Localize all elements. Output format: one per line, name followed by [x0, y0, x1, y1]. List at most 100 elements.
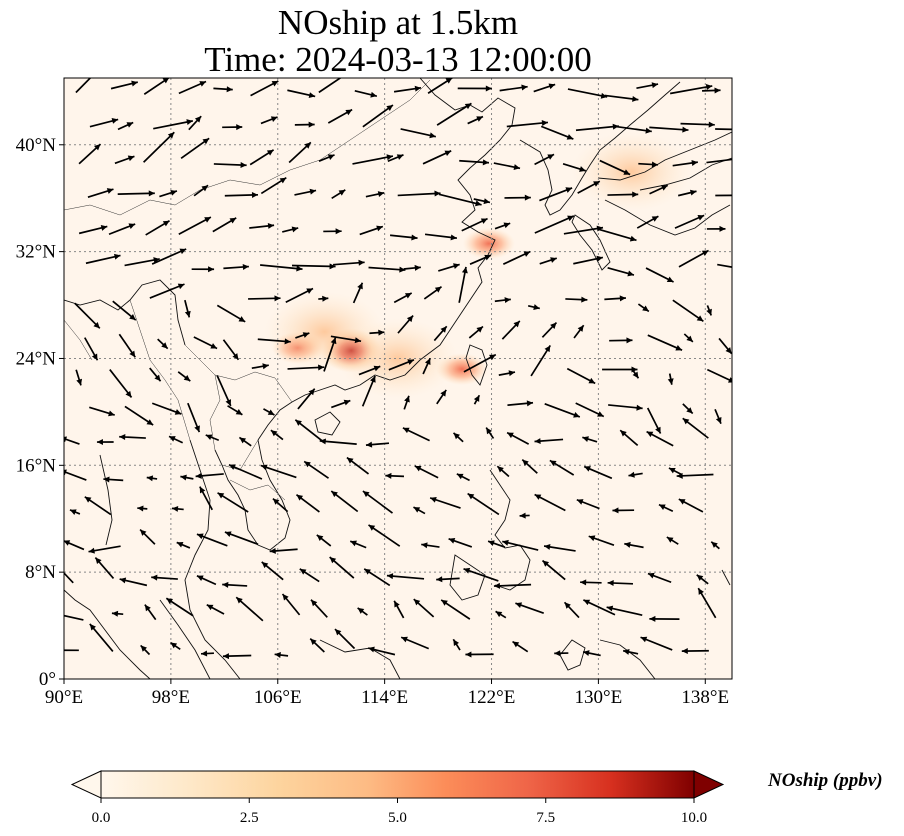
- wind-arrow-shaft: [362, 104, 394, 128]
- gridlines: [64, 78, 732, 679]
- wind-arrow-head: [711, 541, 718, 548]
- wind-arrow-head: [686, 335, 693, 342]
- wind-arrow-head: [632, 191, 639, 198]
- wind-arrow-shaft: [149, 283, 185, 299]
- wind-arrow-head: [645, 127, 652, 134]
- wind-arrow-shaft: [294, 419, 325, 443]
- wind-arrow-head: [232, 353, 239, 360]
- wind-arrow-head: [338, 189, 346, 196]
- wind-arrow-head: [597, 411, 604, 417]
- wind-arrow-shaft: [260, 464, 297, 479]
- wind-arrow-shaft: [467, 492, 500, 516]
- wind-arrow-head: [606, 605, 614, 612]
- wind-arrow-head: [161, 342, 168, 349]
- wind-arrow-head: [624, 541, 631, 548]
- wind-arrow-head: [52, 611, 59, 617]
- colorbar-tick-label: 10.0: [681, 810, 707, 826]
- wind-arrow-head: [308, 92, 316, 99]
- wind-arrow-head: [489, 354, 496, 361]
- wind-arrow-head: [642, 305, 649, 312]
- lon-tick-label: 130°E: [575, 687, 623, 708]
- wind-arrow-head: [414, 85, 422, 92]
- wind-arrow-head: [681, 648, 688, 655]
- wind-arrow-head: [343, 399, 351, 406]
- wind-arrow-head: [226, 86, 233, 93]
- wind-arrow-head: [167, 132, 175, 139]
- wind-arrow-head: [485, 85, 492, 92]
- wind-arrow-head: [588, 377, 596, 384]
- wind-arrow-head: [577, 325, 584, 332]
- wind-arrow-head: [486, 427, 493, 435]
- wind-arrow-head: [647, 572, 655, 579]
- wind-arrow-head: [267, 409, 275, 415]
- wind-arrow-head: [262, 363, 269, 370]
- wind-arrow-head: [274, 652, 281, 658]
- wind-arrow-head: [129, 313, 136, 321]
- wind-arrow-head: [404, 293, 412, 299]
- wind-arrow-head: [579, 166, 586, 172]
- wind-arrow-head: [483, 198, 490, 205]
- wind-arrow-head: [199, 486, 206, 494]
- wind-arrow-head: [612, 507, 619, 514]
- colorbar-tick-label: 7.5: [536, 810, 555, 826]
- wind-arrow-head: [267, 222, 275, 229]
- wind-arrow-head: [64, 540, 71, 546]
- wind-arrow-head: [64, 469, 67, 476]
- wind-arrow-head: [544, 543, 551, 550]
- wind-arrow-head: [596, 255, 603, 262]
- wind-arrow-head: [146, 419, 154, 426]
- wind-arrow-head: [364, 568, 371, 575]
- wind-arrow-shaft: [352, 155, 394, 165]
- wind-arrow-head: [222, 653, 230, 660]
- wind-arrow-head: [113, 253, 121, 260]
- wind-arrow-head: [373, 365, 381, 372]
- wind-arrow-head: [84, 496, 92, 503]
- wind-arrow-head: [522, 459, 529, 466]
- wind-arrow-head: [204, 217, 211, 223]
- lon-tick-label: 114°E: [361, 687, 408, 708]
- lon-tick-label: 106°E: [254, 687, 302, 708]
- wind-arrow-head: [225, 399, 232, 406]
- wind-arrow-shaft: [287, 366, 325, 370]
- wind-arrow-head: [199, 81, 207, 87]
- wind-arrow-head: [201, 185, 209, 192]
- wind-arrow-shaft: [397, 192, 441, 197]
- wind-arrow-shaft: [715, 128, 732, 131]
- wind-arrow-head: [504, 297, 511, 304]
- wind-arrow-head: [69, 509, 77, 515]
- wind-arrow-head: [632, 371, 639, 379]
- wind-arrow-head: [206, 604, 214, 611]
- wind-arrow-head: [696, 574, 704, 581]
- wind-arrow-head: [270, 116, 278, 122]
- wind-arrow-shaft: [368, 266, 406, 271]
- wind-arrow-head: [725, 347, 732, 354]
- wind-arrow-shaft: [217, 492, 249, 513]
- wind-arrow-shaft: [502, 540, 539, 551]
- colorbar-extend-high: [693, 770, 725, 799]
- wind-arrow-head: [304, 461, 311, 468]
- wind-arrow-head: [201, 650, 208, 657]
- wind-arrow-head: [386, 105, 393, 111]
- wind-arrow-head: [170, 189, 177, 196]
- wind-arrow-shaft: [75, 78, 92, 94]
- title-line-2: Time: 2024-03-13 12:00:00: [204, 40, 592, 79]
- wind-arrow-head: [370, 91, 377, 98]
- wind-arrow-head: [705, 84, 713, 90]
- wind-arrow-head: [464, 103, 472, 110]
- wind-arrow-head: [194, 116, 202, 123]
- wind-arrow-head: [676, 472, 683, 479]
- wind-arrow-head: [473, 395, 480, 402]
- lat-tick-label: 32°N: [16, 242, 57, 263]
- wind-arrow-shaft: [647, 334, 683, 351]
- wind-arrow-head: [128, 223, 136, 230]
- wind-arrow-shaft: [463, 353, 497, 373]
- wind-arrow-head: [441, 599, 448, 606]
- wind-arrow-head: [715, 417, 722, 424]
- wind-arrow-head: [394, 600, 400, 608]
- wind-arrow-head: [89, 623, 96, 631]
- wind-arrow-head: [495, 611, 503, 618]
- wind-arrow-head: [335, 228, 342, 235]
- wind-arrow-head: [413, 599, 421, 606]
- wind-arrow-head: [434, 190, 441, 197]
- wind-arrow-head: [651, 161, 658, 168]
